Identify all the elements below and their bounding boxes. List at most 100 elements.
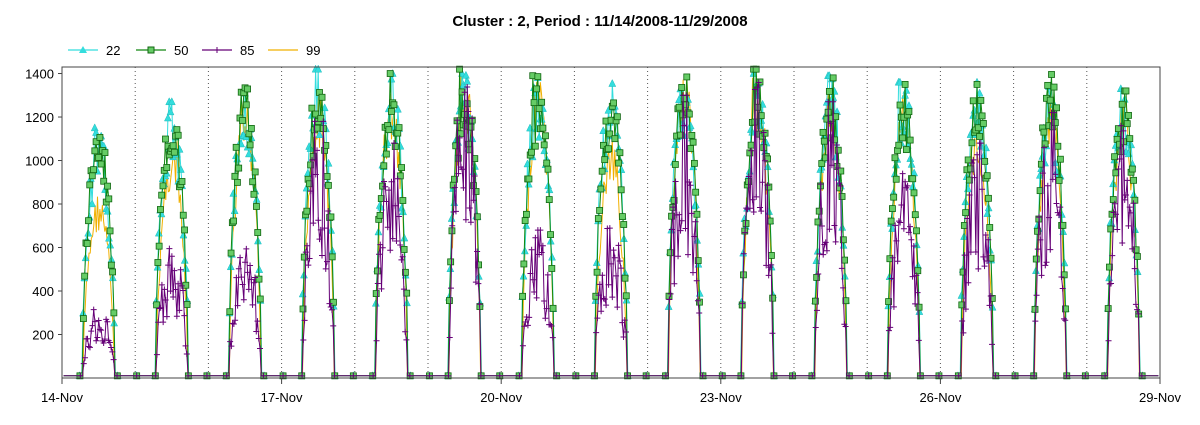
data-point bbox=[459, 166, 466, 173]
data-point bbox=[182, 342, 189, 349]
data-point bbox=[1135, 310, 1142, 317]
data-point bbox=[1108, 280, 1115, 287]
data-point bbox=[828, 162, 835, 169]
data-point bbox=[526, 123, 534, 132]
data-point bbox=[1129, 245, 1136, 252]
data-point bbox=[471, 173, 478, 180]
series-22 bbox=[63, 64, 1159, 380]
data-point bbox=[1059, 285, 1066, 292]
data-point bbox=[1046, 214, 1053, 221]
data-point bbox=[235, 164, 243, 172]
data-point bbox=[454, 117, 461, 124]
data-point bbox=[167, 97, 176, 106]
data-point bbox=[977, 140, 984, 147]
data-point bbox=[252, 274, 259, 281]
data-point bbox=[750, 209, 757, 216]
data-point bbox=[678, 217, 685, 224]
data-point bbox=[599, 272, 606, 279]
data-point bbox=[234, 302, 241, 309]
data-point bbox=[538, 249, 545, 256]
data-point bbox=[176, 307, 183, 314]
data-point bbox=[1054, 209, 1061, 216]
legend-marker-50 bbox=[147, 46, 155, 54]
data-point bbox=[447, 213, 456, 222]
data-point bbox=[175, 280, 182, 287]
data-point bbox=[815, 270, 822, 277]
data-point bbox=[298, 289, 307, 298]
data-point bbox=[312, 110, 320, 118]
data-point bbox=[841, 256, 849, 264]
data-point bbox=[610, 99, 617, 107]
data-point bbox=[531, 288, 538, 295]
data-point bbox=[1058, 273, 1065, 280]
data-point bbox=[467, 219, 474, 226]
data-point bbox=[895, 218, 902, 225]
data-point bbox=[598, 308, 605, 315]
data-point bbox=[964, 156, 972, 164]
data-point bbox=[1062, 317, 1069, 324]
data-point bbox=[683, 92, 690, 99]
data-point bbox=[248, 276, 255, 283]
data-point bbox=[319, 252, 326, 259]
data-point bbox=[545, 196, 553, 203]
data-point bbox=[1032, 255, 1040, 263]
data-point bbox=[398, 256, 405, 263]
data-point bbox=[815, 207, 823, 215]
data-point bbox=[689, 138, 697, 146]
data-point bbox=[88, 199, 97, 208]
data-point bbox=[975, 265, 982, 272]
data-point bbox=[1060, 315, 1067, 322]
data-point bbox=[231, 172, 239, 180]
data-point bbox=[985, 236, 992, 243]
data-point bbox=[1044, 81, 1052, 89]
data-point bbox=[617, 186, 625, 194]
data-point bbox=[694, 297, 701, 304]
data-point bbox=[969, 159, 976, 166]
data-point bbox=[393, 238, 400, 245]
data-point bbox=[104, 318, 111, 325]
data-point bbox=[817, 181, 824, 188]
data-point bbox=[534, 73, 542, 81]
data-point bbox=[86, 181, 94, 189]
data-point bbox=[693, 210, 701, 218]
data-point bbox=[1034, 227, 1041, 235]
data-point bbox=[522, 220, 531, 229]
legend-marker-85 bbox=[214, 47, 220, 53]
data-point bbox=[1115, 165, 1122, 172]
data-point bbox=[300, 336, 307, 343]
legend-label-50: 50 bbox=[174, 43, 188, 58]
data-point bbox=[374, 267, 381, 275]
data-point bbox=[243, 245, 250, 252]
data-point bbox=[987, 292, 994, 299]
data-point bbox=[520, 246, 529, 255]
data-point bbox=[173, 313, 180, 320]
data-point bbox=[256, 295, 264, 303]
data-point bbox=[164, 113, 172, 122]
data-point bbox=[1055, 177, 1063, 184]
data-point bbox=[1109, 196, 1117, 203]
data-point bbox=[678, 84, 686, 91]
data-point bbox=[832, 238, 839, 245]
data-point bbox=[599, 126, 608, 134]
data-point bbox=[249, 178, 257, 186]
data-point bbox=[100, 340, 107, 347]
data-point bbox=[535, 132, 543, 141]
data-point bbox=[1124, 177, 1131, 184]
data-point bbox=[543, 159, 551, 167]
data-point bbox=[753, 193, 760, 200]
data-point bbox=[600, 295, 607, 302]
data-point bbox=[530, 99, 538, 107]
data-point bbox=[1037, 236, 1044, 243]
data-point bbox=[228, 343, 235, 350]
data-point bbox=[898, 201, 905, 208]
data-point bbox=[1131, 265, 1138, 272]
data-point bbox=[601, 156, 609, 164]
data-point bbox=[155, 242, 163, 250]
data-point bbox=[1123, 120, 1131, 128]
data-point bbox=[677, 131, 684, 139]
data-point bbox=[1125, 111, 1132, 119]
data-point bbox=[899, 134, 906, 142]
data-point bbox=[109, 268, 117, 276]
data-point bbox=[827, 120, 834, 127]
data-point bbox=[606, 225, 613, 232]
